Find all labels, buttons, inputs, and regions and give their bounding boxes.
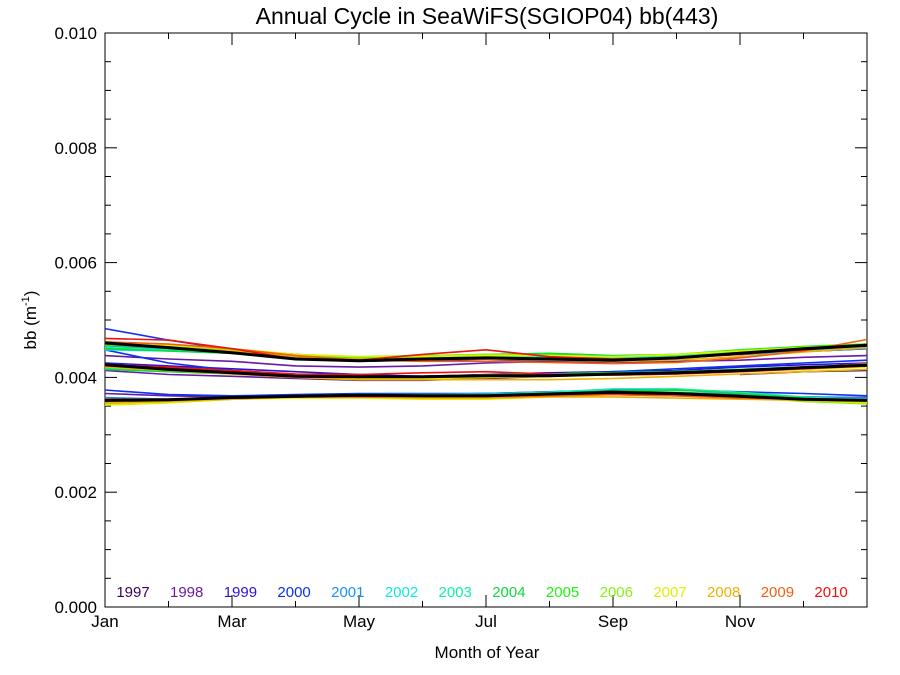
y-axis-label-main: bb (m [21, 306, 40, 349]
x-tick-label: Mar [217, 612, 247, 631]
mean-line-band-0 [104, 341, 868, 363]
y-tick-label: 0.004 [54, 368, 97, 387]
legend-item-1997: 1997 [116, 584, 149, 601]
y-axis-label-close: ) [21, 291, 40, 297]
x-axis-label: Month of Year [435, 643, 540, 662]
chart-title: Annual Cycle in SeaWiFS(SGIOP04) bb(443) [256, 3, 719, 29]
legend-item-2004: 2004 [492, 584, 525, 601]
legend-item-1998: 1998 [170, 584, 203, 601]
legend-item-2002: 2002 [385, 584, 418, 601]
y-tick-label: 0.008 [54, 139, 97, 158]
y-axis-label-sup: -1 [20, 296, 32, 306]
y-tick-label: 0.000 [54, 598, 97, 617]
legend-item-2008: 2008 [707, 584, 740, 601]
x-tick-label: May [343, 612, 376, 631]
x-tick-label: Sep [598, 612, 628, 631]
legend-item-2007: 2007 [653, 584, 686, 601]
legend-item-2003: 2003 [439, 584, 472, 601]
y-axis-label: bb (m-1) [20, 291, 40, 350]
series-lines [104, 327, 868, 406]
axis-ticks: 0.000 0.002 0.004 0.006 0.008 0.010 Jan Mar May J… [54, 24, 867, 631]
legend-item-2001: 2001 [331, 584, 364, 601]
legend-item-2010: 2010 [814, 584, 847, 601]
legend: 1997 1998 1999 2000 2001 2002 2003 2004 2005 2006… [116, 584, 847, 601]
legend-item-2009: 2009 [761, 584, 794, 601]
x-tick-label: Jul [475, 612, 497, 631]
legend-item-1999: 1999 [224, 584, 257, 601]
legend-item-2006: 2006 [600, 584, 633, 601]
x-tick-label: Nov [725, 612, 756, 631]
y-tick-label: 0.010 [54, 24, 97, 43]
y-tick-label: 0.006 [54, 254, 97, 273]
plot-frame [104, 32, 868, 608]
y-tick-label: 0.002 [54, 483, 97, 502]
series-line-2008-band-2 [104, 396, 868, 404]
legend-item-2000: 2000 [277, 584, 310, 601]
mean-line-band-1 [104, 363, 868, 379]
mean-line-band-2 [104, 390, 868, 402]
x-tick-label: Jan [91, 612, 118, 631]
legend-item-2005: 2005 [546, 584, 579, 601]
series-line-1998-band-0 [104, 354, 868, 368]
